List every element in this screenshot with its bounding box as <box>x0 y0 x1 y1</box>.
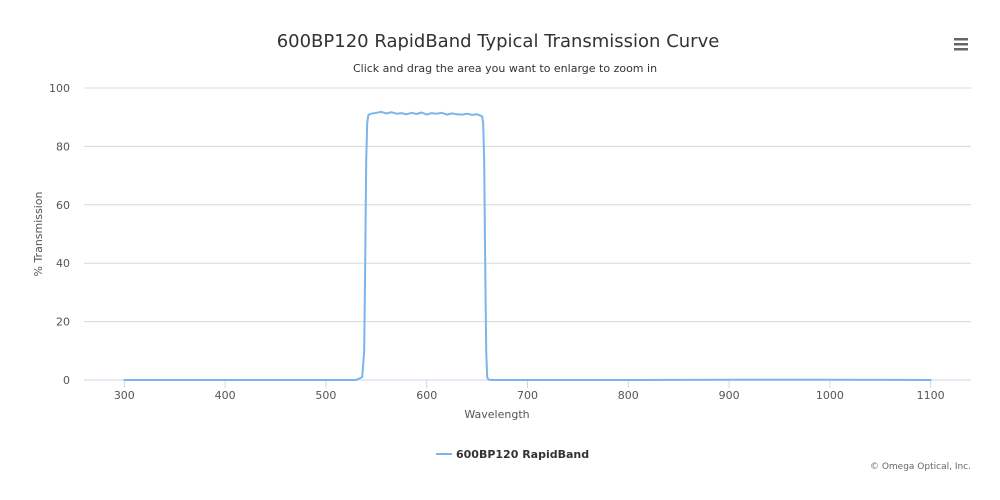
x-tick-label: 800 <box>618 389 639 402</box>
series-line[interactable] <box>123 110 932 381</box>
y-tick-label: 100 <box>49 82 70 95</box>
x-tick-label: 1100 <box>917 389 945 402</box>
legend-label: 600BP120 RapidBand <box>456 448 589 461</box>
legend-item[interactable]: 600BP120 RapidBand <box>436 448 589 461</box>
grid <box>84 87 971 381</box>
x-tick-label: 900 <box>719 389 740 402</box>
x-tick-label: 400 <box>215 389 236 402</box>
y-tick-label: 80 <box>56 140 70 153</box>
chart-subtitle: Click and drag the area you want to enla… <box>353 62 657 75</box>
hamburger-menu-icon[interactable] <box>948 33 974 55</box>
y-axis-title: % Transmission <box>32 191 45 276</box>
x-tick-label: 500 <box>315 389 336 402</box>
x-tick-label: 600 <box>416 389 437 402</box>
series-layer <box>123 110 932 381</box>
y-tick-label: 20 <box>56 316 70 329</box>
x-tick-label: 700 <box>517 389 538 402</box>
x-tick-label: 1000 <box>816 389 844 402</box>
y-tick-label: 0 <box>63 374 70 387</box>
y-tick-label: 40 <box>56 257 70 270</box>
y-tick-label: 60 <box>56 199 70 212</box>
chart-title: 600BP120 RapidBand Typical Transmission … <box>277 31 720 52</box>
x-tick-label: 300 <box>114 389 135 402</box>
credits-text[interactable]: © Omega Optical, Inc. <box>870 462 971 472</box>
x-axis-title: Wavelength <box>464 408 529 421</box>
y-axis-ticks: 0 20 40 60 80 100 <box>49 82 70 387</box>
x-axis-ticks: 300 400 500 600 700 800 900 1000 1100 <box>114 380 945 402</box>
